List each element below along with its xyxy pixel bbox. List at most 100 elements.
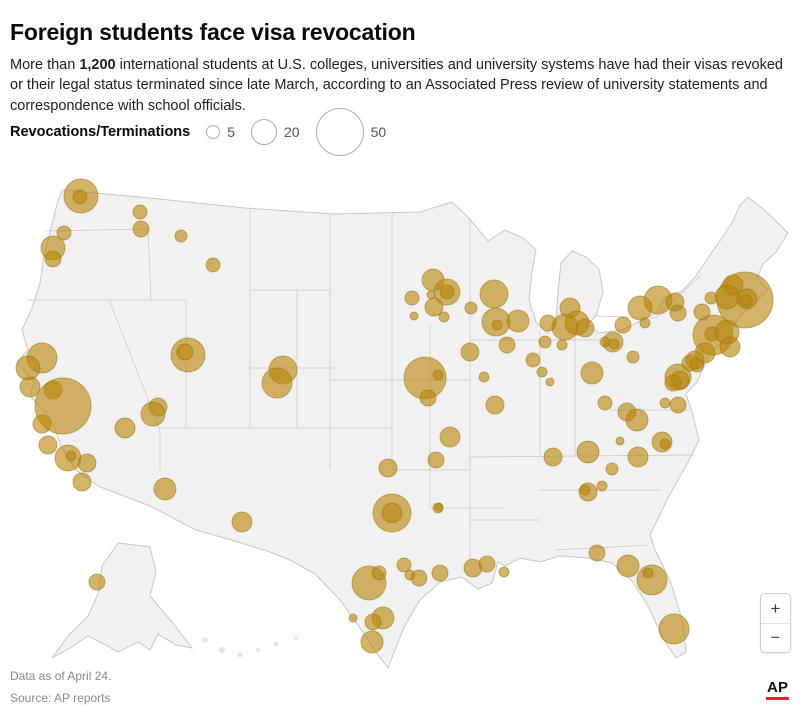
bubble — [525, 352, 541, 368]
bubble — [599, 336, 611, 348]
bubble — [669, 396, 687, 414]
bubble — [419, 389, 437, 407]
bubble — [381, 502, 403, 524]
bubble — [556, 339, 568, 351]
bubble — [424, 297, 444, 317]
bubble — [639, 317, 651, 329]
bubble — [404, 290, 420, 306]
bubble — [575, 318, 595, 338]
legend-item-50: 50 — [315, 108, 387, 156]
bubble — [719, 336, 741, 358]
bubble — [360, 630, 384, 654]
bubble — [205, 257, 221, 273]
bubble — [608, 338, 620, 350]
bubble — [464, 301, 478, 315]
bubble — [348, 613, 358, 623]
bubble — [439, 426, 461, 448]
bubble — [596, 480, 608, 492]
bubble — [88, 573, 106, 591]
bubble — [427, 451, 445, 469]
bubble — [615, 436, 625, 446]
data-as-of-note: Data as of April 24. — [10, 669, 112, 683]
bubble — [739, 294, 753, 308]
bubble — [478, 371, 490, 383]
alaska-shape — [51, 542, 194, 659]
bubble — [72, 472, 92, 492]
bubble — [545, 377, 555, 387]
legend-item-20: 20 — [251, 119, 300, 145]
legend-item-5: 5 — [206, 124, 235, 140]
bubble — [616, 554, 640, 578]
bubble — [605, 462, 619, 476]
small-islands — [202, 636, 298, 658]
bubble — [174, 229, 188, 243]
bubble — [72, 189, 88, 205]
legend-circle-medium — [251, 119, 278, 145]
bubble — [579, 484, 591, 496]
bubble — [543, 447, 563, 467]
legend-title: Revocations/Terminations — [10, 124, 191, 140]
bubble — [658, 613, 690, 645]
bubble — [431, 564, 449, 582]
bubble — [506, 309, 530, 333]
source-note: Source: AP reports — [10, 691, 111, 705]
bubble — [176, 343, 194, 361]
ap-logo: AP — [766, 679, 790, 700]
bubble — [32, 414, 52, 434]
bubble — [19, 376, 41, 398]
bubble — [261, 367, 293, 399]
bubble — [627, 295, 653, 321]
bubble — [580, 361, 604, 385]
bubble — [625, 408, 649, 432]
legend-value-small: 5 — [227, 124, 236, 140]
bubble — [378, 458, 398, 478]
bubble — [479, 279, 509, 309]
bubble — [410, 569, 428, 587]
bubble — [664, 374, 682, 392]
bubble — [44, 250, 62, 268]
bubble — [659, 438, 671, 450]
bubble — [364, 613, 382, 631]
zoom-out-button[interactable]: − — [761, 623, 790, 652]
bubble — [704, 291, 718, 305]
bubble — [627, 446, 649, 468]
legend-circle-large — [315, 108, 364, 156]
bubble — [576, 440, 600, 464]
bubble — [659, 397, 671, 409]
bubble — [439, 284, 455, 300]
bubble — [485, 395, 505, 415]
bubble — [498, 566, 510, 578]
bubble — [538, 335, 552, 349]
bubble — [56, 225, 72, 241]
bubble — [669, 304, 687, 322]
subtitle-prefix: More than — [10, 56, 80, 73]
bubble — [396, 557, 412, 573]
bubble — [714, 284, 740, 310]
legend-circle-small — [206, 125, 221, 139]
zoom-in-button[interactable]: + — [761, 594, 790, 623]
bubble — [65, 450, 77, 462]
bubble — [642, 567, 654, 579]
bubble — [15, 355, 41, 381]
bubble — [685, 350, 705, 370]
bubble — [409, 311, 419, 321]
bubble — [498, 336, 516, 354]
bubble — [432, 369, 444, 381]
legend-value-medium: 20 — [284, 124, 300, 140]
bubble — [597, 395, 613, 411]
bubble — [153, 477, 177, 501]
bubble — [371, 565, 387, 581]
bubble — [77, 453, 97, 473]
bubble — [536, 366, 548, 378]
bubble — [132, 204, 148, 220]
bubble — [491, 319, 503, 331]
subtitle-rest: international students at U.S. colleges,… — [10, 56, 783, 114]
bubble-layer — [15, 178, 774, 654]
legend-value-large: 50 — [370, 124, 387, 140]
bubble — [140, 401, 166, 427]
bubble — [551, 313, 579, 341]
bubble — [539, 314, 557, 332]
page-title: Foreign students face visa revocation — [10, 19, 416, 46]
bubble — [588, 544, 606, 562]
bubble — [114, 417, 136, 439]
